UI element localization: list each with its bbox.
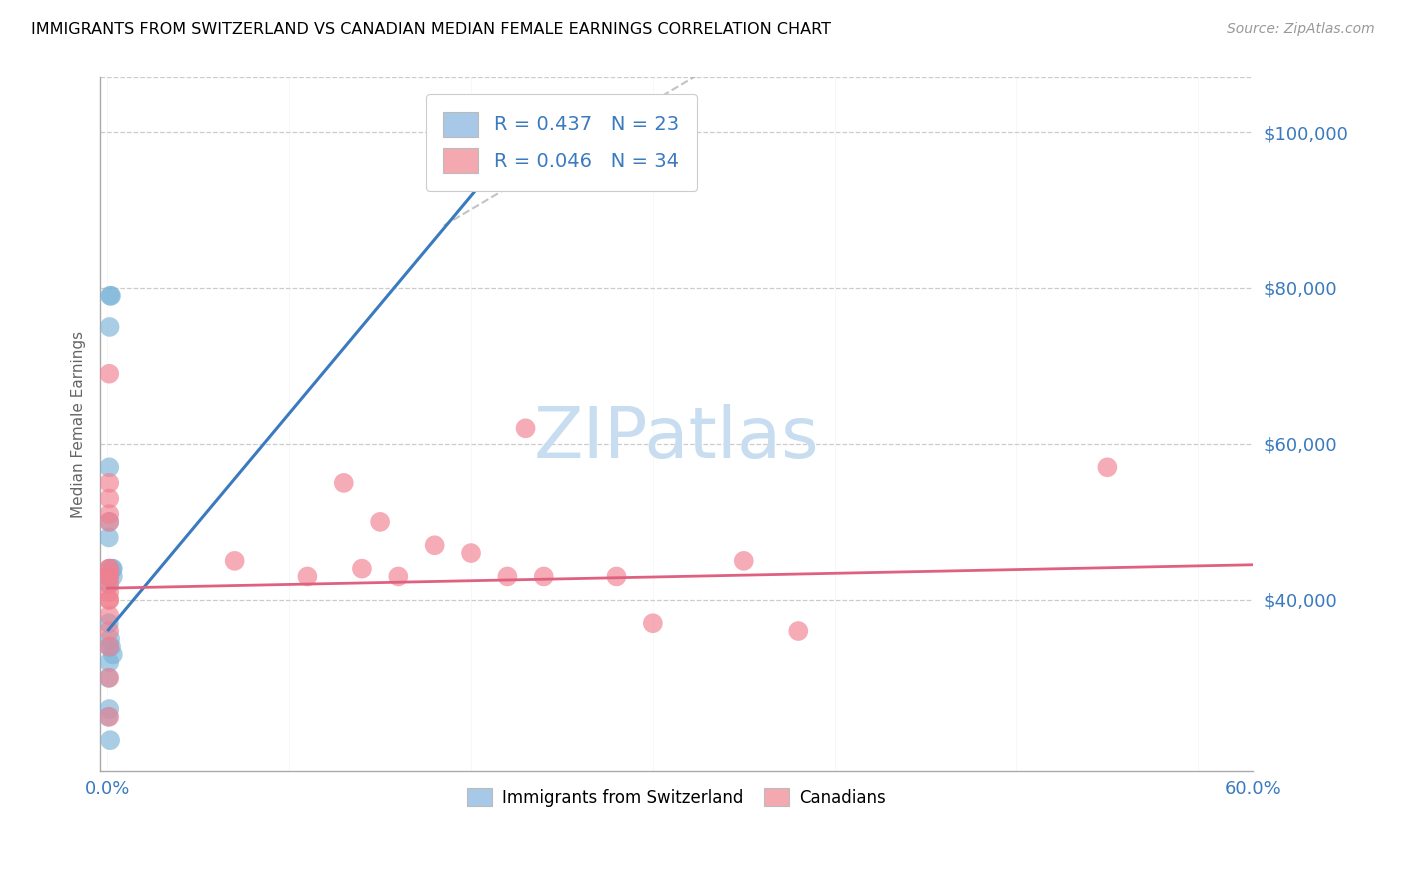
- Point: [98, 562, 121, 576]
- Point: [97, 710, 120, 724]
- Point: [350, 562, 373, 576]
- Point: [98, 569, 121, 583]
- Text: Source: ZipAtlas.com: Source: ZipAtlas.com: [1227, 22, 1375, 37]
- Point: [101, 562, 124, 576]
- Point: [98, 702, 121, 716]
- Text: ZIPatlas: ZIPatlas: [534, 404, 820, 473]
- Point: [101, 648, 124, 662]
- Point: [332, 475, 354, 490]
- Point: [533, 569, 555, 583]
- Y-axis label: Median Female Earnings: Median Female Earnings: [72, 331, 86, 518]
- Point: [98, 491, 121, 506]
- Point: [787, 624, 810, 638]
- Point: [98, 632, 121, 646]
- Point: [98, 569, 121, 583]
- Point: [98, 475, 121, 490]
- Point: [98, 515, 121, 529]
- Point: [515, 421, 537, 435]
- Point: [496, 569, 519, 583]
- Point: [98, 562, 121, 576]
- Point: [98, 592, 121, 607]
- Point: [97, 569, 120, 583]
- Point: [98, 608, 121, 623]
- Text: IMMIGRANTS FROM SWITZERLAND VS CANADIAN MEDIAN FEMALE EARNINGS CORRELATION CHART: IMMIGRANTS FROM SWITZERLAND VS CANADIAN …: [31, 22, 831, 37]
- Point: [101, 569, 124, 583]
- Point: [98, 507, 121, 521]
- Legend: Immigrants from Switzerland, Canadians: Immigrants from Switzerland, Canadians: [460, 780, 894, 815]
- Point: [98, 640, 121, 654]
- Point: [98, 515, 121, 529]
- Point: [98, 577, 121, 591]
- Point: [98, 640, 121, 654]
- Point: [98, 592, 121, 607]
- Point: [98, 320, 121, 334]
- Point: [98, 562, 121, 576]
- Point: [1097, 460, 1119, 475]
- Point: [97, 671, 120, 685]
- Point: [100, 289, 122, 303]
- Point: [98, 289, 121, 303]
- Point: [297, 569, 319, 583]
- Point: [98, 577, 121, 591]
- Point: [98, 624, 121, 638]
- Point: [387, 569, 409, 583]
- Point: [97, 569, 120, 583]
- Point: [98, 733, 121, 747]
- Point: [101, 562, 124, 576]
- Point: [368, 515, 391, 529]
- Point: [98, 655, 121, 669]
- Point: [98, 367, 121, 381]
- Point: [98, 671, 121, 685]
- Point: [97, 616, 120, 631]
- Point: [98, 710, 121, 724]
- Point: [460, 546, 482, 560]
- Point: [423, 538, 446, 552]
- Point: [733, 554, 755, 568]
- Point: [97, 531, 120, 545]
- Point: [605, 569, 627, 583]
- Point: [641, 616, 664, 631]
- Point: [98, 585, 121, 599]
- Point: [224, 554, 246, 568]
- Point: [100, 640, 122, 654]
- Point: [98, 460, 121, 475]
